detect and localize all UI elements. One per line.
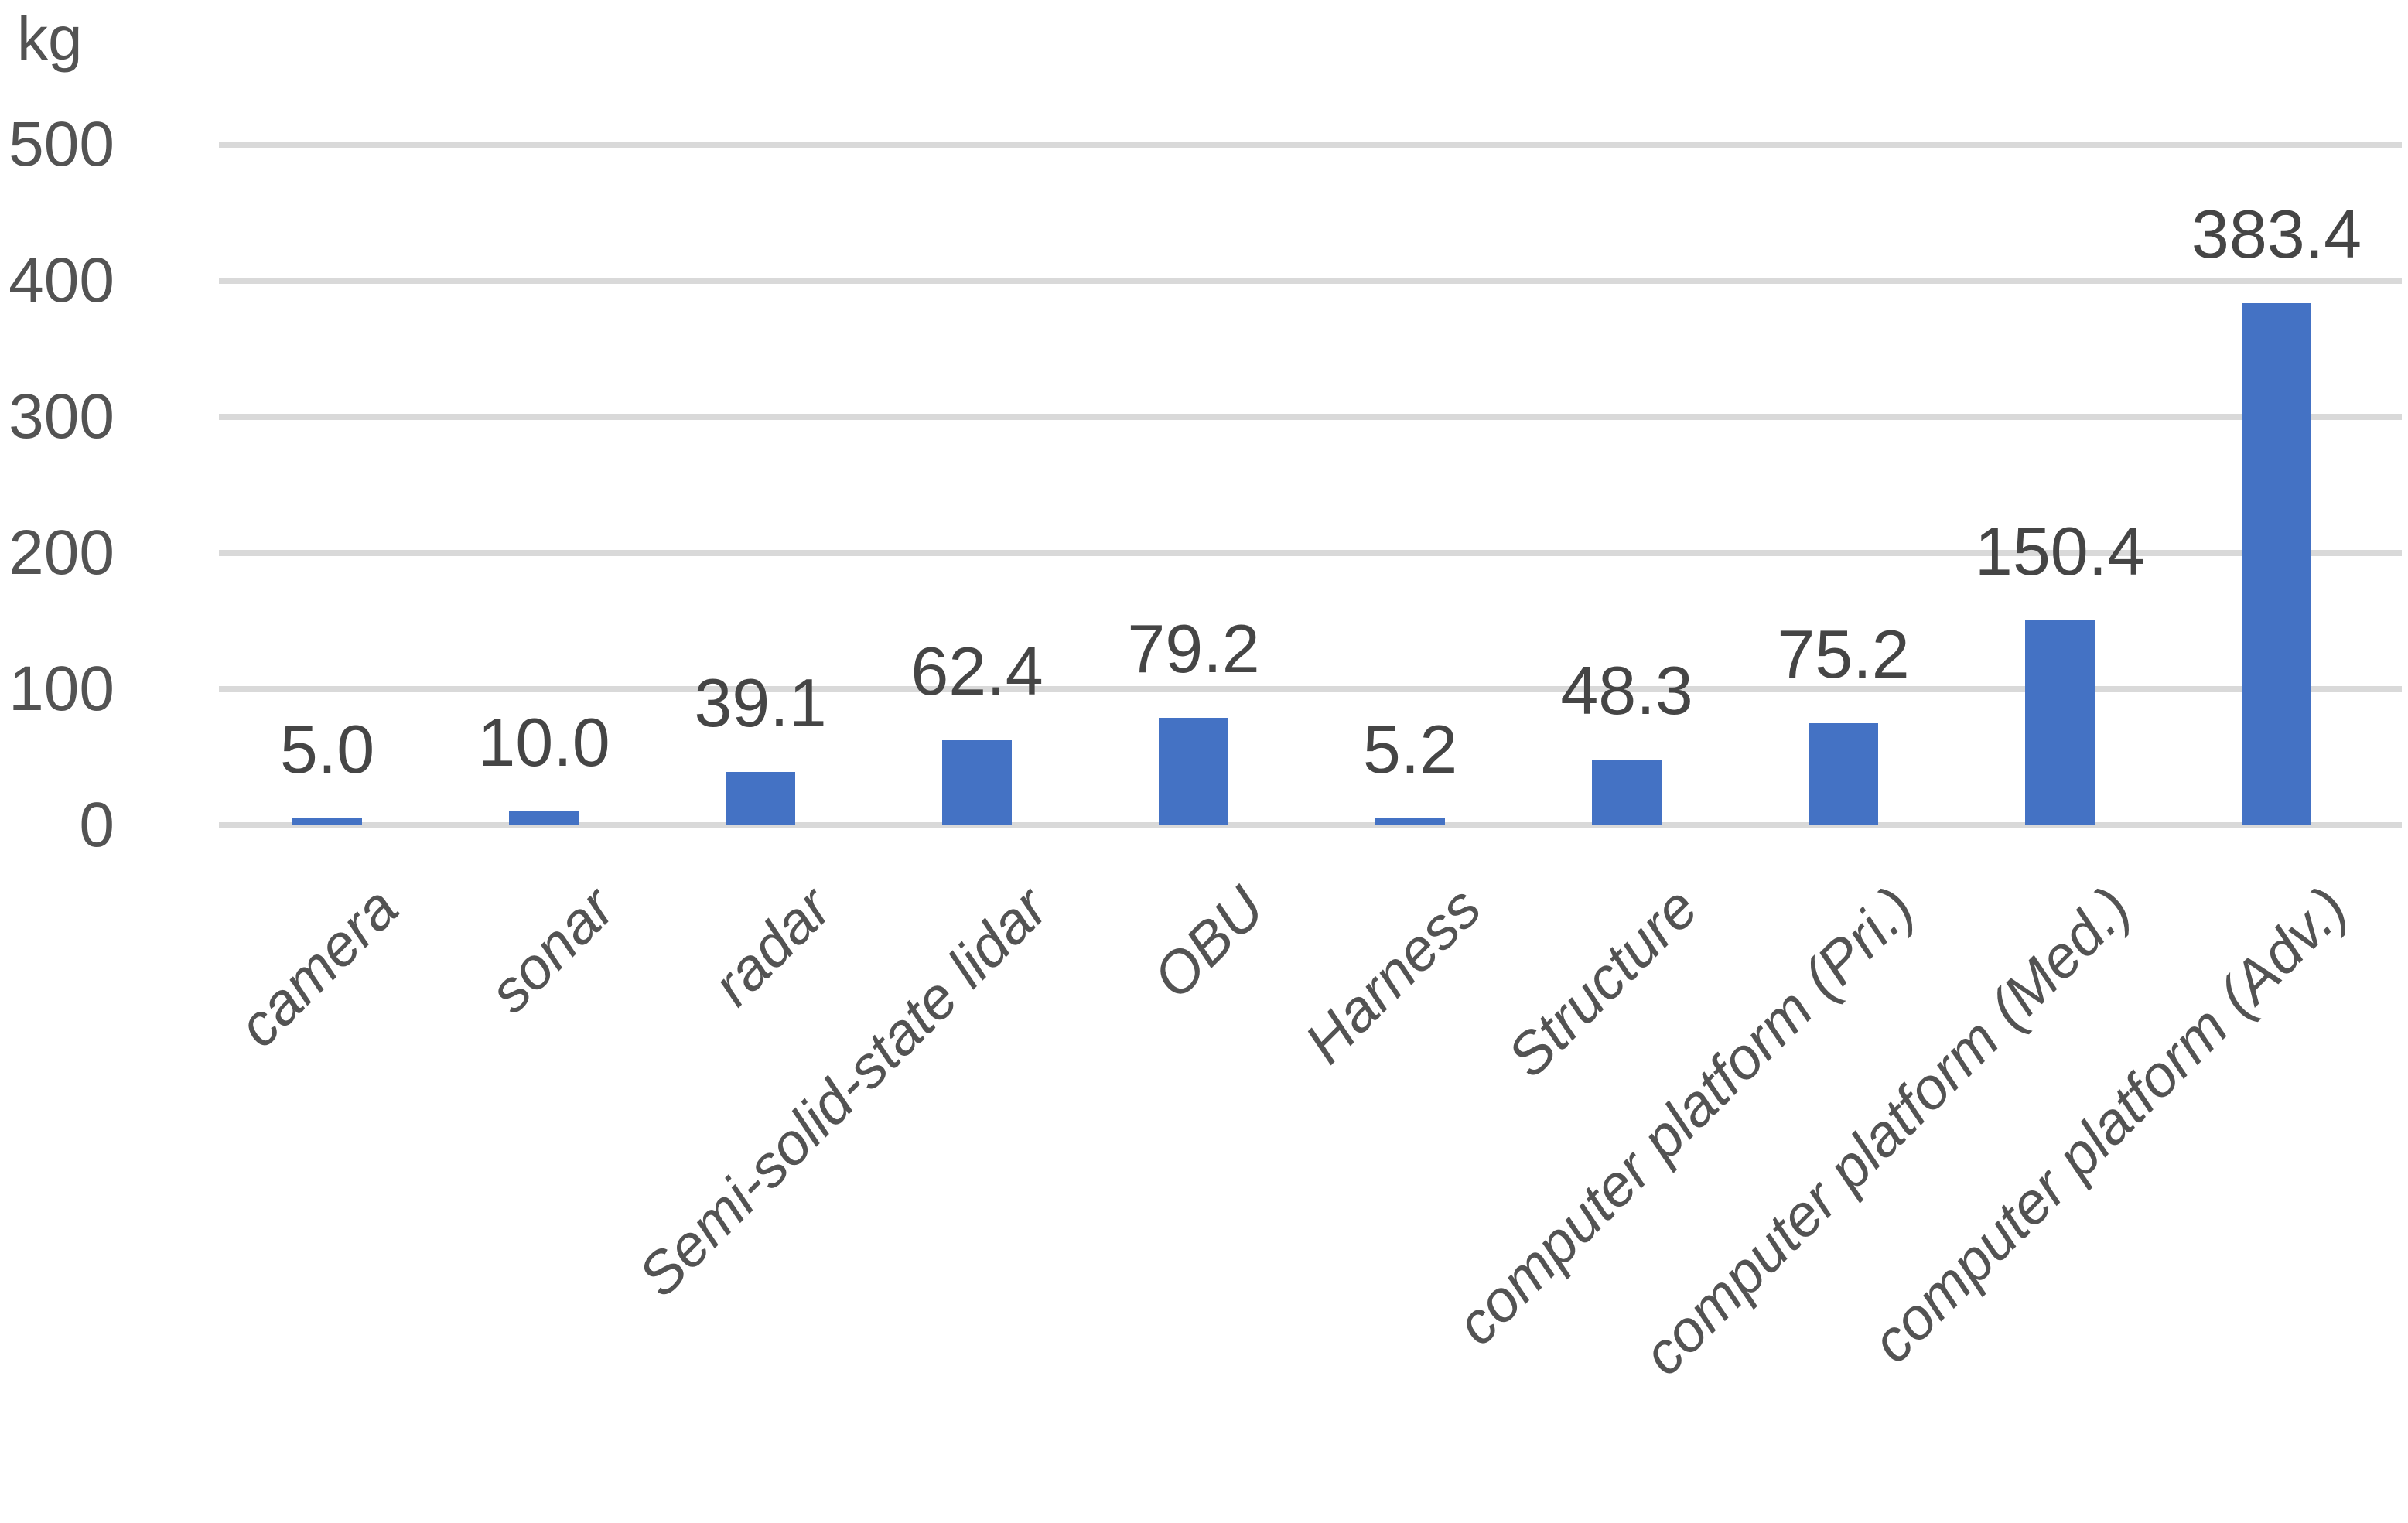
gridline — [219, 278, 2402, 284]
bar-computer platform (Med.) — [2025, 620, 2095, 825]
y-tick-label: 300 — [9, 381, 114, 452]
bar-Semi-solid-state lidar — [942, 740, 1012, 825]
bar-Harness — [1375, 818, 1445, 825]
y-tick-label: 200 — [9, 517, 114, 588]
y-axis-unit-label: kg — [17, 4, 83, 73]
data-label: 62.4 — [910, 633, 1043, 710]
y-tick-label: 100 — [9, 654, 114, 724]
bar-computer platform (Adv.) — [2242, 303, 2311, 825]
gridline — [219, 822, 2402, 828]
bar-camera — [292, 818, 362, 825]
data-label: 5.2 — [1362, 710, 1458, 787]
y-tick-label: 0 — [79, 790, 114, 860]
data-label: 5.0 — [279, 711, 375, 788]
data-label: 383.4 — [2191, 196, 2362, 273]
y-tick-label: 400 — [9, 245, 114, 316]
data-label: 79.2 — [1127, 610, 1260, 687]
data-label: 10.0 — [477, 704, 610, 781]
bar-radar — [726, 772, 795, 825]
data-label: 75.2 — [1777, 615, 1910, 692]
data-label: 39.1 — [694, 664, 827, 742]
bar-Structure — [1592, 759, 1662, 825]
gridline — [219, 414, 2402, 420]
bar-computer platform (Pri.) — [1809, 722, 1878, 825]
gridline — [219, 550, 2402, 556]
bar-chart: kg 0 100 200 300 400 500 5.0 10.0 39.1 62.4 79.2 5… — [9, 4, 2402, 1388]
gridline — [219, 686, 2402, 692]
y-tick-label: 500 — [9, 109, 114, 179]
data-label: 48.3 — [1560, 651, 1693, 729]
data-label: 150.4 — [1974, 513, 2146, 590]
gridline — [219, 142, 2402, 148]
bar-OBU — [1159, 717, 1228, 825]
bar-sonar — [509, 811, 579, 825]
